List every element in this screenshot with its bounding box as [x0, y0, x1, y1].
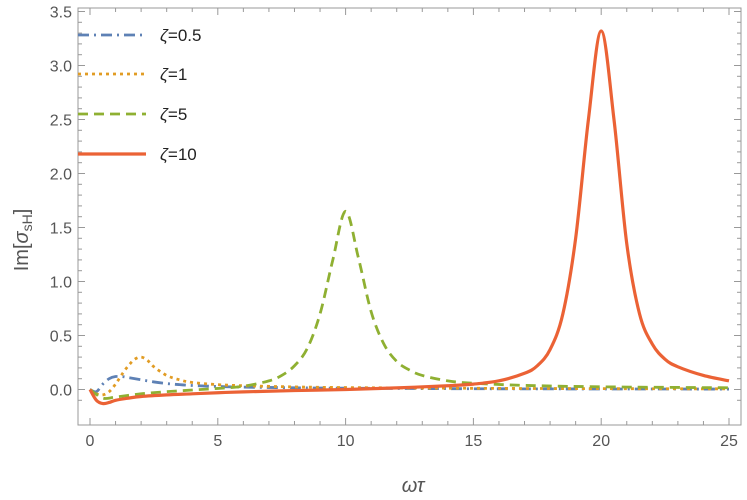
x-tick-label: 25: [720, 433, 738, 450]
y-axis-label: Im[σsH]: [11, 209, 35, 272]
y-axis-label-suffix: ]: [11, 209, 33, 215]
legend-symbol: ζ: [160, 65, 169, 84]
legend-value: =0.5: [168, 26, 202, 45]
legend-value: =5: [168, 105, 187, 124]
x-axis-label: ωτ: [402, 475, 426, 497]
x-tick-label: 10: [337, 433, 355, 450]
legend: ζ=0.5ζ=1ζ=5ζ=10: [78, 26, 201, 164]
series-line-4: [88, 29, 730, 406]
legend-symbol: ζ: [160, 105, 169, 124]
y-tick-label: 1.0: [50, 275, 72, 292]
legend-label-4: ζ=10: [160, 145, 197, 164]
x-tick-label: 15: [465, 433, 483, 450]
y-axis-label-symbol: σ: [11, 230, 33, 243]
legend-label-2: ζ=1: [160, 65, 187, 84]
legend-symbol: ζ: [160, 26, 169, 45]
x-tick-label: 0: [86, 433, 95, 450]
series-layer: [88, 29, 730, 406]
legend-symbol: ζ: [160, 145, 169, 164]
y-tick-label: 3.0: [50, 59, 72, 76]
y-tick-label: 2.0: [50, 167, 72, 184]
x-tick-label: 5: [213, 433, 222, 450]
y-tick-label: 1.5: [50, 221, 72, 238]
y-tick-label: 2.5: [50, 113, 72, 130]
tick-labels: 0 5 10 15 20 25 0.0 0.5 1.0 1.5 2.0 2.5 3.0 3.5: [50, 5, 738, 451]
y-tick-label: 0.5: [50, 329, 72, 346]
series-line-3: [89, 209, 730, 401]
x-tick-label: 20: [592, 433, 610, 450]
y-tick-label: 0.0: [50, 383, 72, 400]
axis-ticks: [78, 8, 741, 425]
legend-label-1: ζ=0.5: [160, 26, 201, 45]
y-tick-label: 3.5: [50, 5, 72, 22]
y-axis-label-prefix: Im[: [11, 243, 33, 271]
legend-label-3: ζ=5: [160, 105, 187, 124]
series-line-1: [89, 374, 730, 394]
y-axis-label-subscript: sH: [19, 214, 35, 231]
legend-value: =10: [168, 145, 197, 164]
legend-value: =1: [168, 65, 187, 84]
